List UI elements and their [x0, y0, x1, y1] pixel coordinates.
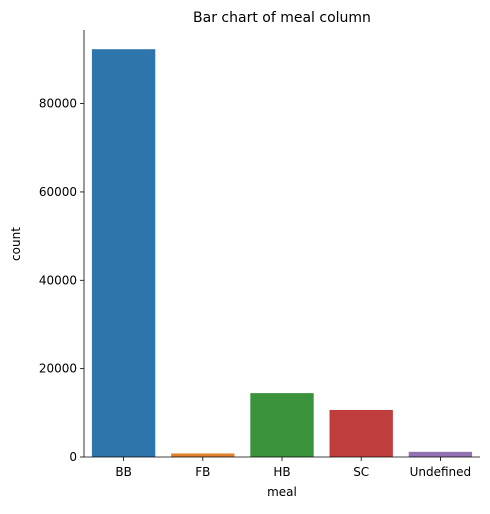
y-tick-label: 40000: [39, 273, 77, 287]
y-tick-label: 20000: [39, 362, 77, 376]
bar-undefined: [408, 451, 473, 457]
x-tick-label: FB: [195, 465, 210, 479]
x-tick-label: BB: [115, 465, 131, 479]
bar-sc: [329, 409, 393, 457]
x-tick-label: SC: [353, 465, 369, 479]
bars-group: [91, 49, 473, 457]
bar-bb: [91, 49, 156, 457]
chart-title: Bar chart of meal column: [193, 10, 371, 26]
bar-fb: [171, 453, 235, 457]
y-tick-label: 80000: [39, 97, 77, 111]
x-axis-label: meal: [267, 485, 297, 499]
bar-hb: [250, 393, 314, 457]
y-tick-label: 0: [69, 450, 77, 464]
y-axis-label: count: [9, 227, 23, 261]
x-tick-label: HB: [273, 465, 290, 479]
y-tick-label: 60000: [39, 185, 77, 199]
x-tick-label: Undefined: [410, 465, 472, 479]
x-axis: BB FB HB SC Undefined: [84, 456, 480, 479]
y-axis: 0 20000 40000 60000 80000: [39, 30, 85, 464]
